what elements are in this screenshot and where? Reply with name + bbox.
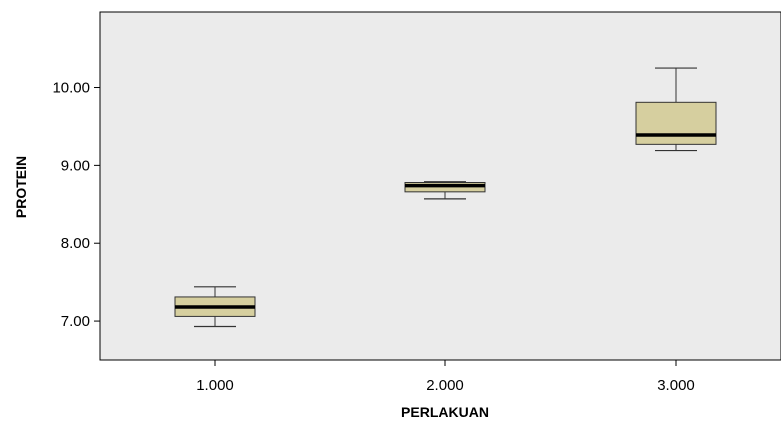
box-group-3 <box>635 67 717 152</box>
x-tick-label: 3.000 <box>657 377 695 394</box>
y-axis: 7.00 8.00 9.00 10.00 <box>52 80 100 330</box>
iqr-box <box>635 101 717 145</box>
y-tick-label: 7.00 <box>61 313 90 330</box>
x-axis: 1.000 2.000 3.000 <box>196 360 695 394</box>
box-group-1 <box>174 286 256 328</box>
y-tick-label: 10.00 <box>52 80 90 97</box>
y-axis-title: PROTEIN <box>13 156 29 218</box>
y-tick-label: 9.00 <box>61 157 90 174</box>
x-axis-title: PERLAKUAN <box>401 404 489 420</box>
x-tick-label: 2.000 <box>426 377 464 394</box>
y-tick-label: 8.00 <box>61 235 90 252</box>
boxes-layer <box>174 67 717 328</box>
box-group-2 <box>404 181 486 200</box>
x-tick-label: 1.000 <box>196 377 234 394</box>
